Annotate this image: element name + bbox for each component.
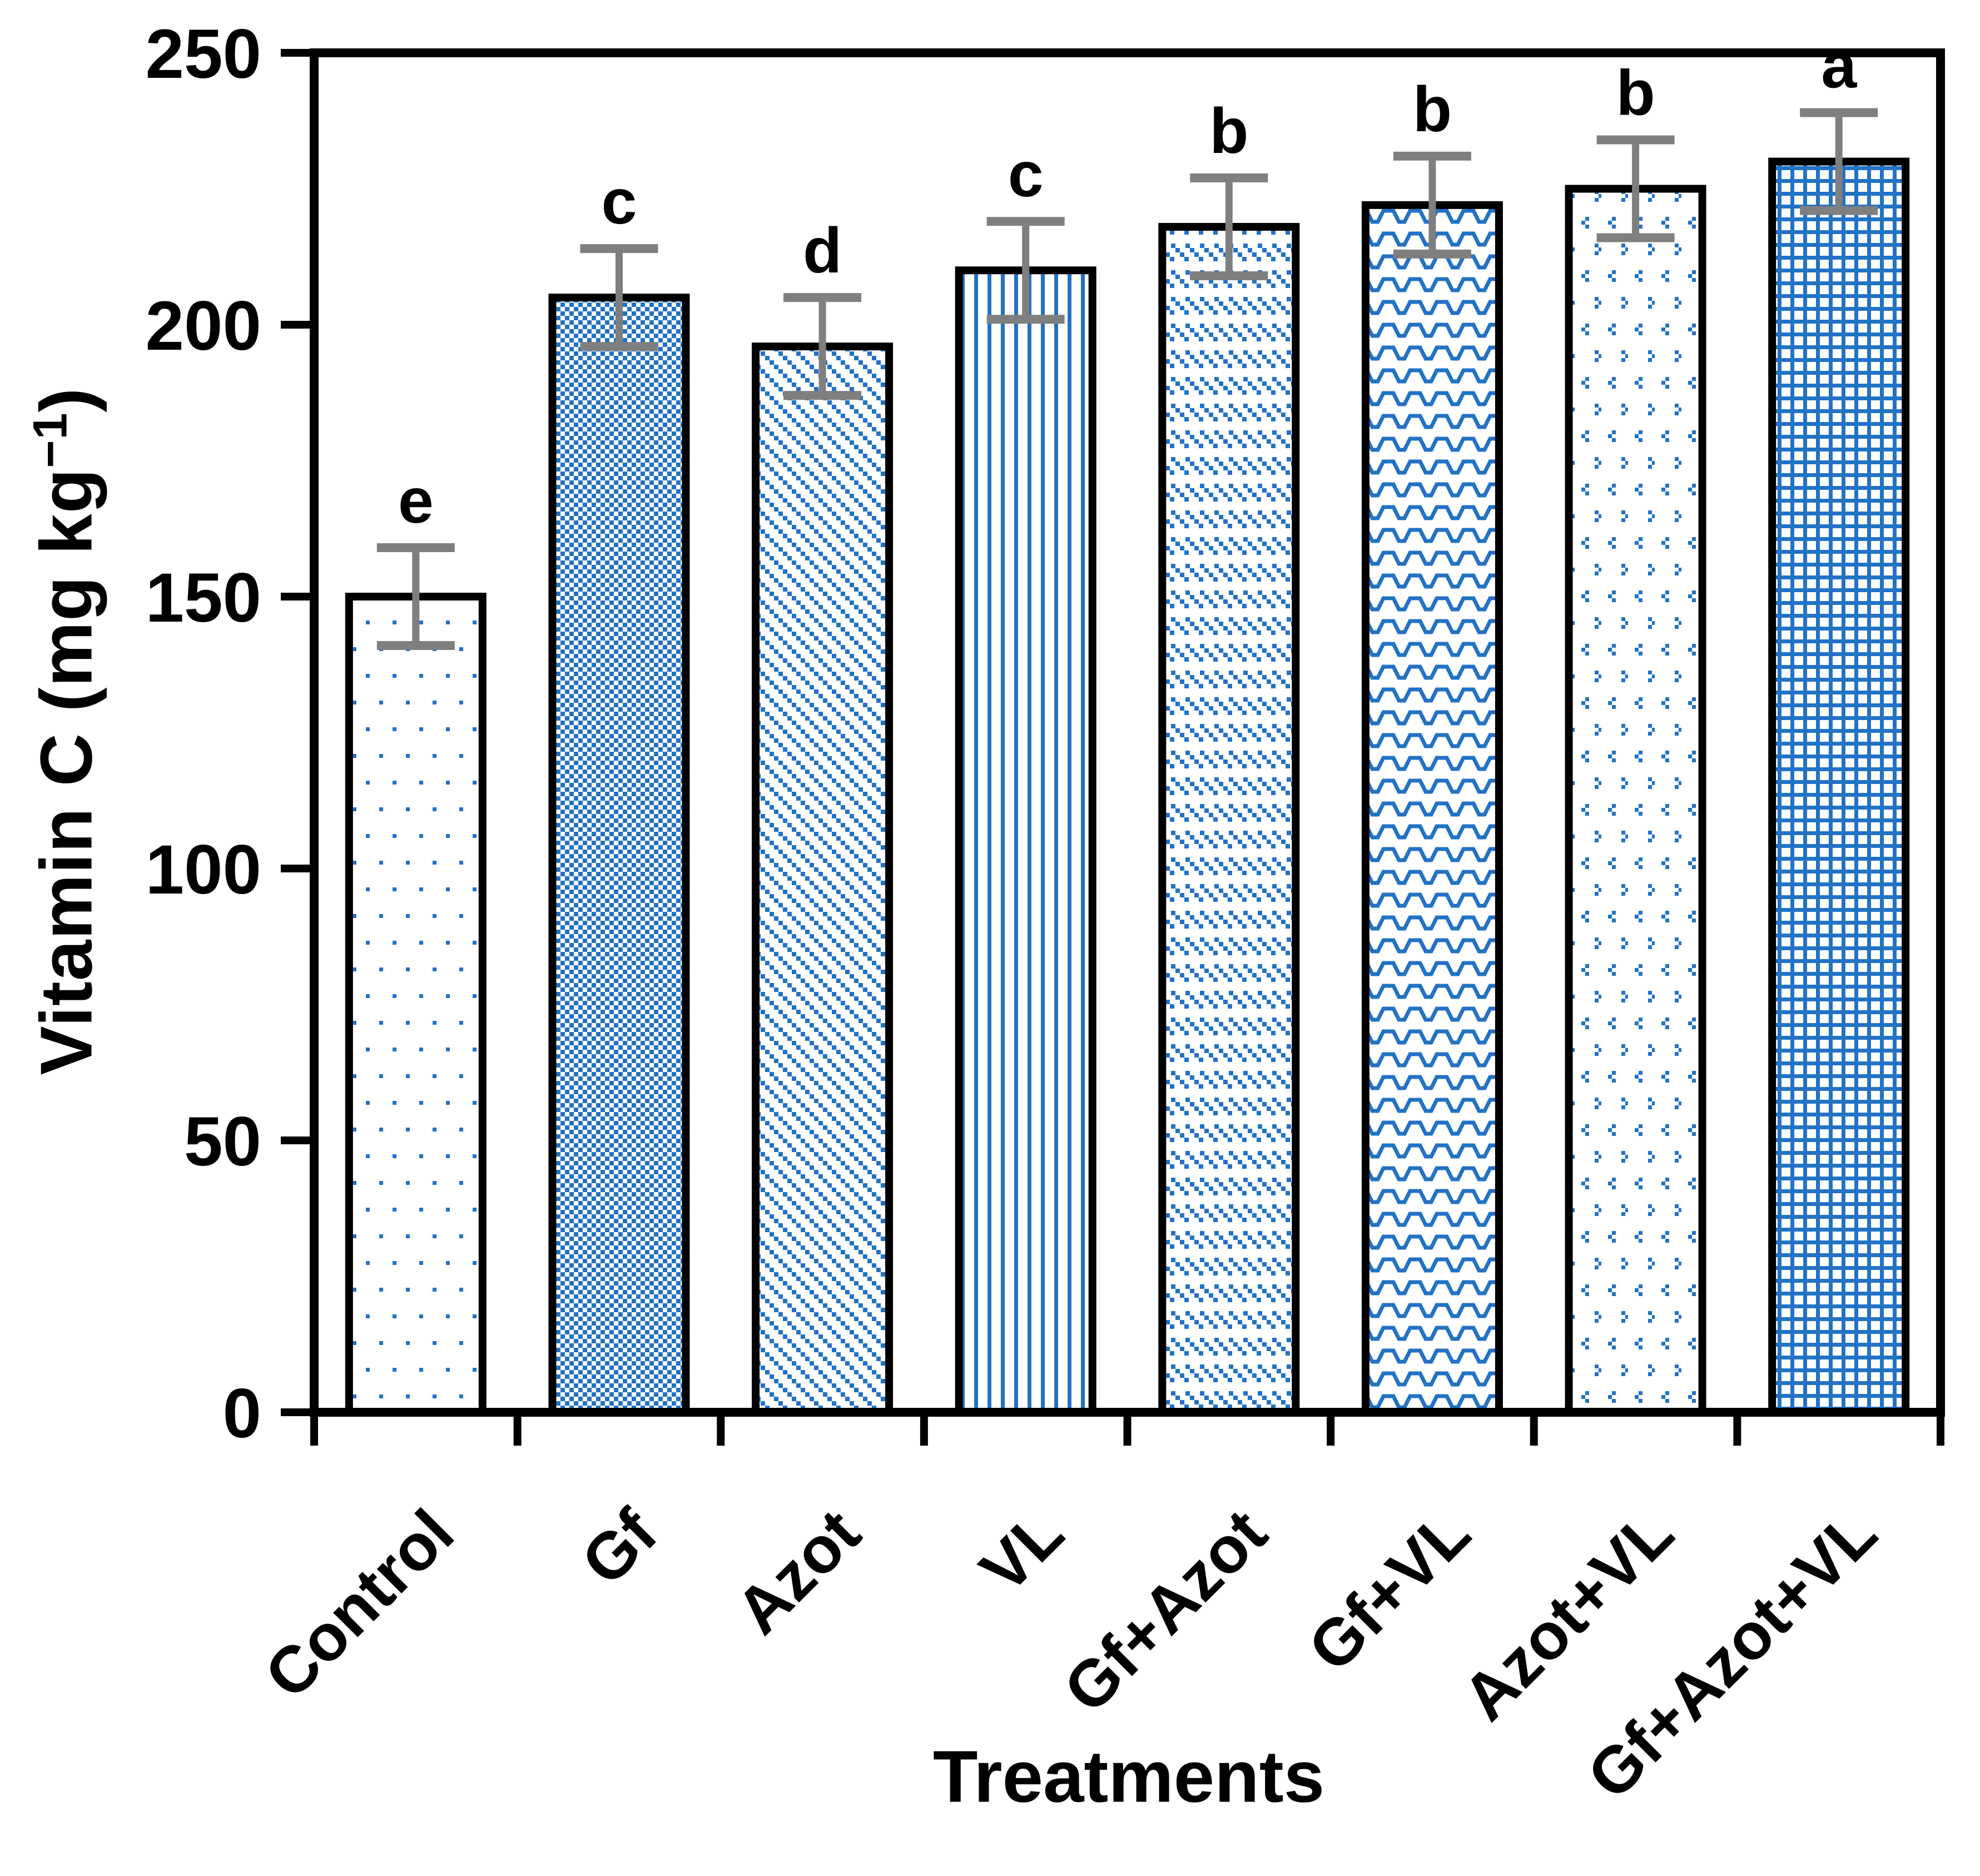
error-bar-bottom-cap: [1596, 233, 1675, 242]
error-bar-top-cap: [783, 293, 862, 302]
y-tick-label: 150: [145, 559, 261, 637]
y-tick-label: 250: [145, 16, 261, 93]
significance-letter: b: [1616, 57, 1655, 128]
error-bar-bottom-cap: [1190, 271, 1268, 280]
y-tick-label: 200: [145, 287, 261, 365]
error-bar-bottom-cap: [1800, 206, 1878, 215]
significance-letter: a: [1821, 31, 1857, 102]
bar-control: [345, 593, 487, 1416]
error-bar-bottom-cap: [1393, 249, 1471, 259]
y-tick-label: 0: [222, 1375, 261, 1452]
significance-letter: b: [1209, 96, 1248, 167]
bar-azot: [752, 343, 894, 1416]
significance-letter: c: [1008, 139, 1044, 210]
bar-gf-vl: [1361, 201, 1503, 1416]
y-axis-title-close: ): [25, 387, 107, 413]
significance-letter: b: [1413, 74, 1452, 145]
error-bar-top-cap: [376, 543, 455, 552]
error-bar-bottom-cap: [580, 342, 658, 351]
x-category-label: Gf+VL: [1294, 1496, 1484, 1685]
bar-gf-azot-vl: [1768, 157, 1910, 1416]
bar-gf: [548, 294, 690, 1416]
x-axis-title: Treatments: [932, 1735, 1325, 1818]
bar-azot-vl: [1565, 185, 1706, 1416]
y-axis-title: Vitamin C (mg kg−1): [23, 388, 108, 1075]
x-category-label: VL: [966, 1496, 1078, 1607]
significance-letter: e: [398, 465, 434, 537]
y-axis-title-text: Vitamin C (mg kg: [25, 468, 107, 1075]
y-tick-label: 50: [184, 1103, 261, 1180]
error-bar-top-cap: [580, 244, 658, 254]
y-axis-title-superscript: −1: [23, 412, 77, 468]
x-category-label: Gf: [568, 1496, 672, 1600]
y-tick-label: 100: [145, 831, 261, 909]
error-bar-top-cap: [1393, 151, 1471, 161]
error-bar-top-cap: [1190, 173, 1268, 182]
x-category-label: Gf+Azot: [1050, 1496, 1281, 1726]
error-bar-top-cap: [1596, 135, 1675, 145]
x-category-label: Control: [251, 1496, 468, 1713]
error-bar-bottom-cap: [376, 641, 455, 651]
significance-letter: c: [601, 166, 637, 237]
bar-gf-azot: [1158, 222, 1300, 1417]
error-bar-bottom-cap: [986, 315, 1065, 324]
bar-vl: [955, 266, 1096, 1417]
error-bar-top-cap: [1800, 108, 1878, 117]
significance-letter: d: [803, 215, 842, 286]
error-bar-top-cap: [986, 217, 1065, 226]
error-bar-bottom-cap: [783, 391, 862, 400]
x-category-label: Azot: [722, 1496, 874, 1648]
